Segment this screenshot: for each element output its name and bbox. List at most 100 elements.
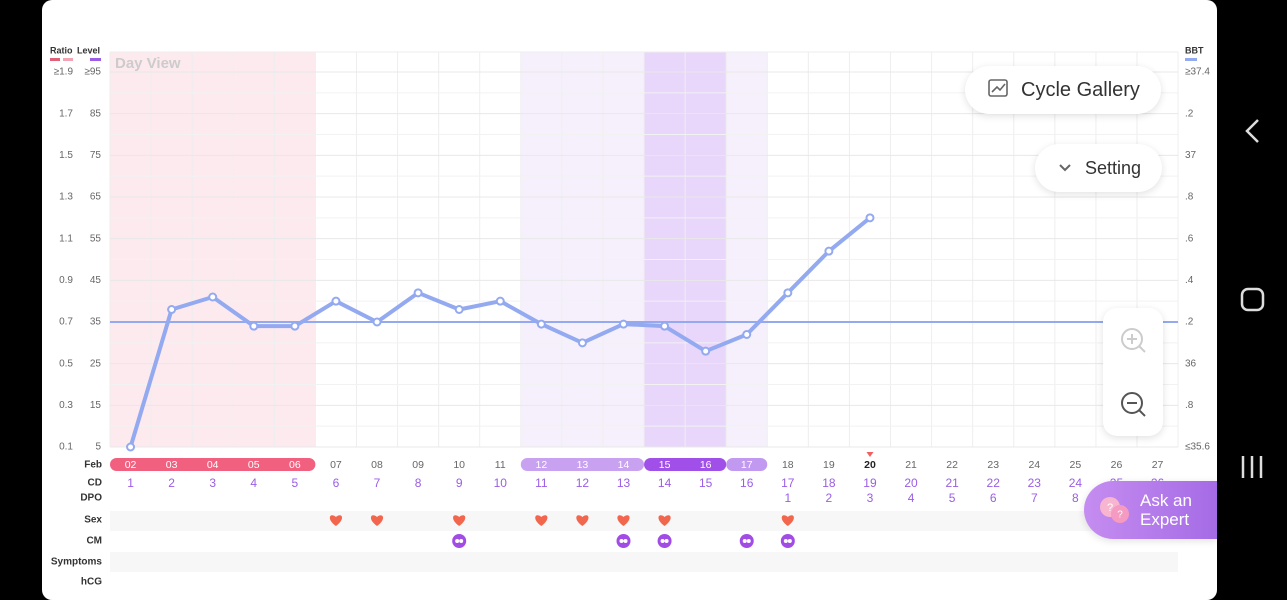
- bbt-tick-label: .2: [1185, 108, 1194, 119]
- bbt-tick-label: 37: [1185, 150, 1197, 161]
- row-bg: [110, 511, 1178, 531]
- level-point: [413, 288, 423, 298]
- ratio-title: Ratio: [50, 45, 73, 55]
- bbt-tick-label: ≥37.4: [1185, 67, 1210, 78]
- bbt-title: BBT: [1185, 45, 1204, 55]
- date-label: 05: [248, 459, 260, 471]
- cd-label: 5: [292, 476, 299, 490]
- cm-icon-dot: [746, 539, 751, 543]
- cd-label: 1: [127, 476, 134, 490]
- sex-heart: [370, 515, 384, 526]
- date-label: 18: [782, 459, 794, 471]
- cm-icon-dot: [619, 539, 624, 543]
- ratio-tick-label: ≥1.9: [54, 67, 74, 78]
- row-label: DPO: [80, 493, 102, 504]
- ask-expert-label: Ask an Expert: [1140, 491, 1192, 529]
- date-label: 10: [453, 459, 465, 471]
- cd-label: 12: [576, 476, 590, 490]
- dpo-label: 1: [784, 491, 791, 505]
- cycle-gallery-button[interactable]: Cycle Gallery: [965, 66, 1161, 114]
- dpo-label: 8: [1072, 491, 1079, 505]
- cd-label: 13: [617, 476, 631, 490]
- cd-label: 17: [781, 476, 795, 490]
- ratio-tick-label: 1.3: [59, 192, 73, 203]
- dpo-label: 6: [990, 491, 997, 505]
- cd-label: 19: [863, 476, 877, 490]
- zoom-panel: [1103, 308, 1163, 436]
- cd-label: 21: [945, 476, 959, 490]
- nav-home[interactable]: [1240, 287, 1265, 312]
- level-tick-label: 15: [90, 400, 102, 411]
- ratio-tick-label: 1.5: [59, 150, 73, 161]
- today-marker: [866, 452, 874, 457]
- ratio-swatch: [50, 58, 60, 61]
- ratio-tick-label: 1.7: [59, 108, 73, 119]
- level-point: [824, 246, 834, 256]
- row-label: hCG: [81, 577, 102, 588]
- ratio-swatch: [63, 58, 73, 61]
- phase-pill: [110, 458, 316, 471]
- zoom-out[interactable]: [1118, 389, 1148, 419]
- date-label: 07: [330, 459, 342, 471]
- ratio-tick-label: 0.5: [59, 358, 73, 369]
- date-label: 25: [1070, 459, 1082, 471]
- level-tick-label: 35: [90, 317, 102, 328]
- cd-label: 2: [168, 476, 175, 490]
- level-point: [208, 292, 218, 302]
- date-label: 03: [166, 459, 178, 471]
- level-point: [126, 442, 136, 452]
- level-tick-label: 5: [95, 442, 101, 453]
- sex-heart: [781, 515, 794, 526]
- setting-button[interactable]: Setting: [1035, 144, 1162, 192]
- cd-label: 4: [250, 476, 257, 490]
- level-point: [249, 321, 259, 331]
- cd-label: 18: [822, 476, 836, 490]
- dpo-label: 3: [867, 491, 874, 505]
- level-point: [701, 346, 711, 356]
- phase-band: [726, 52, 768, 447]
- date-label: 20: [864, 459, 876, 471]
- level-point: [660, 321, 670, 331]
- level-tick-label: 85: [90, 108, 102, 119]
- date-label: 12: [535, 459, 547, 471]
- date-label: 04: [207, 459, 219, 471]
- level-tick-label: 75: [90, 150, 102, 161]
- cm-icon-dot: [783, 539, 788, 543]
- bbt-tick-label: ≤35.6: [1185, 442, 1210, 453]
- cd-label: 14: [658, 476, 672, 490]
- level-point: [290, 321, 300, 331]
- date-label: 26: [1111, 459, 1123, 471]
- date-label: 15: [659, 459, 671, 471]
- nav-recents[interactable]: [1241, 456, 1263, 478]
- cd-label: 11: [535, 476, 548, 490]
- row-label: CM: [86, 536, 102, 547]
- row-label: CD: [88, 478, 102, 489]
- date-label: 24: [1028, 459, 1040, 471]
- sex-heart: [576, 515, 589, 526]
- level-point: [577, 338, 587, 348]
- cm-icon-dot: [742, 539, 747, 543]
- gallery-icon: [988, 79, 1008, 97]
- sex-heart: [329, 515, 343, 526]
- ratio-tick-label: 0.3: [59, 400, 73, 411]
- date-label: 09: [412, 459, 424, 471]
- bbt-tick-label: .6: [1185, 233, 1194, 244]
- phase-pill: [726, 458, 768, 471]
- cd-label: 8: [415, 476, 422, 490]
- chevron-icon: [1059, 164, 1071, 172]
- level-point: [167, 305, 177, 314]
- level-title: Level: [77, 45, 100, 55]
- phase-pill: [520, 458, 645, 471]
- phase-band: [110, 52, 316, 447]
- cd-label: 20: [904, 476, 918, 490]
- setting-label: Setting: [1085, 157, 1142, 178]
- level-point: [331, 296, 341, 306]
- sex-heart: [617, 515, 630, 526]
- nav-back[interactable]: [1245, 119, 1259, 143]
- cm-icon-dot: [455, 539, 460, 543]
- ask-expert-button[interactable]: ?? Ask an Expert: [1084, 481, 1217, 539]
- svg-text:?: ?: [1117, 510, 1123, 521]
- level-point: [783, 288, 793, 298]
- zoom-in[interactable]: [1118, 325, 1148, 355]
